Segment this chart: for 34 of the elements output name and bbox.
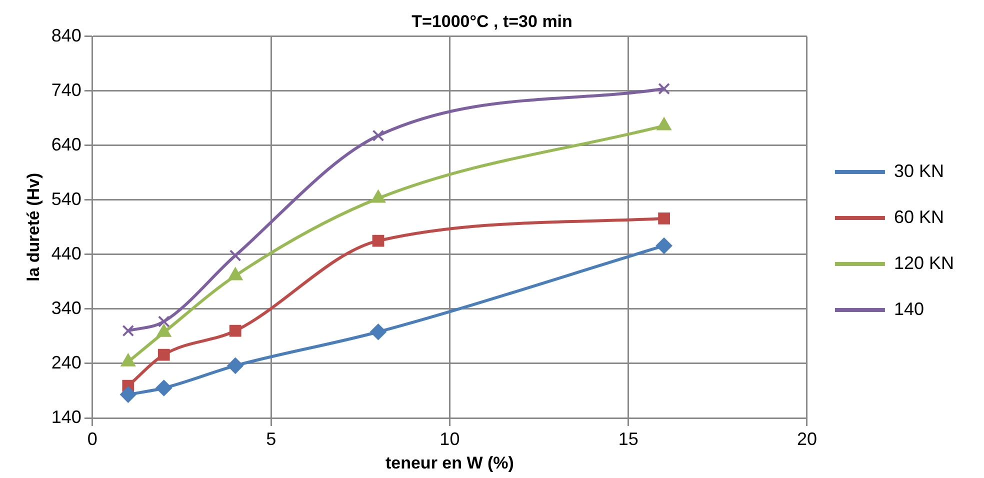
point [656, 238, 672, 254]
x-tick-label: 0 [87, 428, 98, 449]
point [370, 324, 386, 340]
y-axis-title: la dureté (Hv) [24, 172, 43, 282]
chart-title: T=1000°C , t=30 min [412, 12, 572, 31]
point [229, 324, 242, 337]
point [227, 358, 244, 374]
point [158, 348, 170, 361]
x-tick-label: 5 [266, 428, 276, 449]
y-tick-label: 340 [51, 298, 82, 318]
x-axis-title: teneur en W (%) [385, 453, 514, 472]
y-tick-label: 240 [51, 352, 82, 372]
x-tick-label: 20 [796, 428, 817, 449]
x-tick-label: 10 [440, 428, 460, 449]
point [658, 212, 670, 224]
y-tick-label: 540 [51, 188, 82, 209]
legend-label: 60 KN [894, 206, 944, 227]
y-tick-label: 140 [51, 406, 82, 427]
y-tick-label: 740 [51, 80, 82, 100]
point [658, 82, 670, 95]
y-tick-label: 840 [51, 25, 82, 46]
point [122, 324, 134, 337]
point [156, 380, 172, 396]
point [229, 250, 242, 262]
point [372, 234, 384, 247]
legend-label: 140 [894, 298, 924, 319]
point [120, 386, 136, 403]
point [372, 130, 384, 142]
y-tick-label: 440 [51, 243, 82, 264]
legend-label: 120 KN [894, 252, 954, 273]
y-tick-label: 640 [51, 134, 82, 154]
x-tick-label: 15 [618, 428, 638, 449]
legend-label: 30 KN [894, 160, 944, 181]
point [158, 316, 170, 328]
